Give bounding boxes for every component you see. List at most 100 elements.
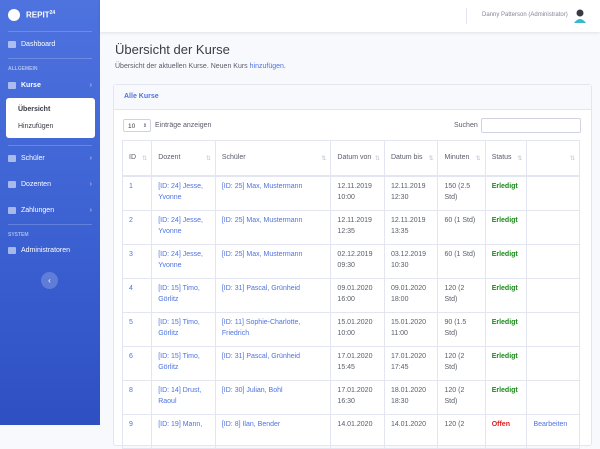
cell-schueler[interactable]: [ID: 25] Max, Mustermann bbox=[214, 244, 332, 279]
cell-bis: 03.12.2019 10:30 bbox=[383, 244, 439, 279]
status: Offen bbox=[484, 414, 528, 449]
cell-von: 15.01.2020 10:00 bbox=[330, 312, 385, 347]
table-row: 9 [ID: 19] Mann, [ID: 8] Ilan, Bender 14.01… bbox=[121, 414, 580, 449]
card: Alle Kurse 10 ⇕ Einträge anzeigen Suchen … bbox=[113, 84, 592, 449]
section-label: SYSTEM bbox=[8, 232, 29, 238]
menu-item[interactable]: Kurse bbox=[8, 82, 41, 89]
status: Erledigt bbox=[484, 210, 528, 245]
menu-item[interactable]: Dashboard bbox=[8, 41, 55, 48]
action-cell bbox=[526, 346, 580, 381]
cell-dozent[interactable]: [ID: 15] Timo, Görlitz bbox=[151, 346, 216, 381]
cell-bis: 12.11.2019 12:30 bbox=[383, 175, 439, 211]
column-header[interactable]: Datum von bbox=[330, 140, 385, 177]
topbar: Danny Patterson (Administrator) bbox=[100, 0, 600, 32]
add-link[interactable]: hinzufügen bbox=[249, 63, 284, 70]
cell-dozent[interactable]: [ID: 19] Mann, bbox=[151, 414, 216, 449]
cell-bis: 17.01.2020 17:45 bbox=[383, 346, 439, 381]
user-name[interactable]: Danny Patterson (Administrator) bbox=[482, 12, 568, 18]
column-header[interactable]: ID bbox=[121, 140, 153, 177]
submenu-item[interactable]: Übersicht bbox=[18, 106, 51, 113]
cell-minuten: 120 (2 Std) bbox=[437, 380, 486, 415]
cell-schueler[interactable]: [ID: 25] Max, Mustermann bbox=[214, 210, 332, 245]
cell-schueler[interactable]: [ID: 30] Julian, Bohl bbox=[214, 380, 332, 415]
chevron: › bbox=[89, 155, 92, 162]
cell-id: 8 bbox=[121, 380, 153, 415]
avatar[interactable] bbox=[574, 9, 586, 23]
cell-dozent[interactable]: [ID: 15] Timo, Görlitz bbox=[151, 312, 216, 347]
menu-icon bbox=[8, 207, 16, 214]
column-header[interactable]: Schüler bbox=[214, 140, 332, 177]
status: Erledigt bbox=[484, 312, 528, 347]
cell-minuten: 90 (1.5 Std) bbox=[437, 312, 486, 347]
cell-von: 17.01.2020 15:45 bbox=[330, 346, 385, 381]
column-header[interactable]: Minuten bbox=[437, 140, 486, 177]
cell-minuten: 120 (2 bbox=[437, 414, 486, 449]
cell-id: 3 bbox=[121, 244, 153, 279]
cell-id: 1 bbox=[121, 175, 153, 211]
cell-schueler[interactable]: [ID: 8] Ilan, Bender bbox=[214, 414, 332, 449]
cell-schueler[interactable]: [ID: 25] Max, Mustermann bbox=[214, 175, 332, 211]
chevron: › bbox=[89, 82, 92, 89]
cell-minuten: 150 (2.5 Std) bbox=[437, 175, 486, 211]
divider bbox=[8, 58, 92, 59]
cell-id: 2 bbox=[121, 210, 153, 245]
cell-von: 09.01.2020 16:00 bbox=[330, 278, 385, 313]
menu-item[interactable]: Dozenten bbox=[8, 181, 51, 188]
brand-text: REPIT bbox=[26, 10, 50, 20]
status: Erledigt bbox=[484, 278, 528, 313]
column-header[interactable]: Status bbox=[484, 140, 528, 177]
table-row: 2 [ID: 24] Jesse, Yvonne [ID: 25] Max, Mus… bbox=[121, 210, 580, 245]
collapse-button[interactable]: ‹ bbox=[41, 272, 58, 289]
chevron: › bbox=[89, 181, 92, 188]
table-row: 4 [ID: 15] Timo, Görlitz [ID: 31] Pascal, … bbox=[121, 278, 580, 313]
cell-id: 5 bbox=[121, 312, 153, 347]
column-header[interactable]: Dozent bbox=[151, 140, 216, 177]
column-header[interactable]: Datum bis bbox=[383, 140, 439, 177]
cell-minuten: 120 (2 Std) bbox=[437, 346, 486, 381]
status: Erledigt bbox=[484, 175, 528, 211]
menu-icon bbox=[8, 247, 16, 254]
menu-label: Kurse bbox=[21, 82, 41, 89]
table-row: 8 [ID: 14] Drust, Raoul [ID: 30] Julian, B… bbox=[121, 380, 580, 415]
length-value: 10 bbox=[128, 123, 136, 130]
cell-dozent[interactable]: [ID: 24] Jesse, Yvonne bbox=[151, 175, 216, 211]
length-select[interactable]: 10 ⇕ bbox=[123, 119, 151, 132]
menu-item[interactable]: Zahlungen bbox=[8, 207, 54, 214]
search-input[interactable] bbox=[481, 118, 581, 133]
divider bbox=[8, 145, 92, 146]
cell-von: 14.01.2020 bbox=[330, 414, 385, 449]
submenu-item[interactable]: Hinzufügen bbox=[18, 123, 54, 130]
length-label: Einträge anzeigen bbox=[155, 122, 212, 129]
action-cell bbox=[526, 312, 580, 347]
cell-minuten: 60 (1 Std) bbox=[437, 244, 486, 279]
courses-table: IDDozentSchülerDatum vonDatum bisMinuten… bbox=[121, 140, 580, 449]
action-header bbox=[526, 140, 580, 177]
menu-icon bbox=[8, 82, 16, 89]
cell-schueler[interactable]: [ID: 11] Sophie-Charlotte, Friedrich bbox=[214, 312, 332, 347]
table-row: 3 [ID: 24] Jesse, Yvonne [ID: 25] Max, Mus… bbox=[121, 244, 580, 279]
cell-von: 17.01.2020 16:30 bbox=[330, 380, 385, 415]
section-label: ALLGEMEIN bbox=[8, 66, 38, 72]
menu-label: Zahlungen bbox=[21, 207, 55, 214]
cell-dozent[interactable]: [ID: 24] Jesse, Yvonne bbox=[151, 210, 216, 245]
menu-label: Dashboard bbox=[21, 41, 56, 48]
table-row: 5 [ID: 15] Timo, Görlitz [ID: 11] Sophie-C… bbox=[121, 312, 580, 347]
search-label: Suchen bbox=[454, 122, 478, 129]
menu-item[interactable]: Schüler bbox=[8, 155, 45, 162]
cell-id: 9 bbox=[121, 414, 153, 449]
menu-item[interactable]: Administratoren bbox=[8, 247, 70, 254]
cell-von: 02.12.2019 09:30 bbox=[330, 244, 385, 279]
cell-dozent[interactable]: [ID: 14] Drust, Raoul bbox=[151, 380, 216, 415]
action-cell bbox=[526, 380, 580, 415]
cell-bis: 15.01.2020 11:00 bbox=[383, 312, 439, 347]
cell-schueler[interactable]: [ID: 31] Pascal, Grünheid bbox=[214, 278, 332, 313]
table-row: 1 [ID: 24] Jesse, Yvonne [ID: 25] Max, Mus… bbox=[121, 175, 580, 211]
status: Erledigt bbox=[484, 380, 528, 415]
divider bbox=[8, 31, 92, 32]
cell-dozent[interactable]: [ID: 24] Jesse, Yvonne bbox=[151, 244, 216, 279]
cell-schueler[interactable]: [ID: 31] Pascal, Grünheid bbox=[214, 346, 332, 381]
chevron: › bbox=[89, 207, 92, 214]
menu-icon bbox=[8, 155, 16, 162]
subtitle-text: Übersicht der aktuellen Kurse. Neuen Kur… bbox=[115, 63, 248, 70]
cell-dozent[interactable]: [ID: 15] Timo, Görlitz bbox=[151, 278, 216, 313]
